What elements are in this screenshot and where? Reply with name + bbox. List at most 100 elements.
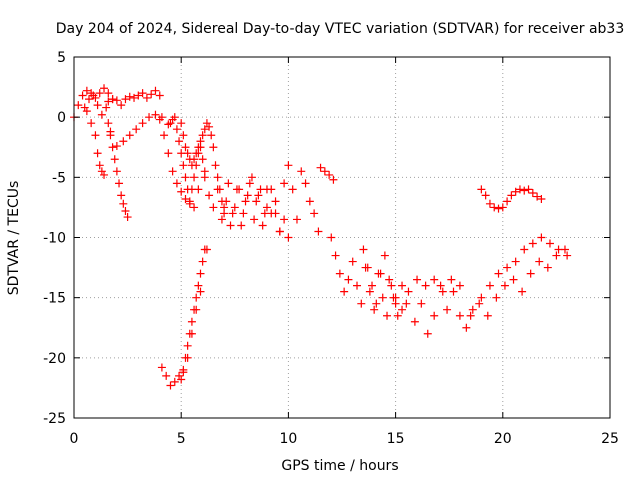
data-point: [275, 227, 284, 236]
data-point: [376, 269, 385, 278]
data-point: [166, 381, 175, 390]
series-arc-21: [477, 185, 546, 213]
data-point: [177, 187, 186, 196]
y-tick-label: -5: [52, 170, 66, 186]
data-point: [455, 281, 464, 290]
data-point: [198, 257, 207, 266]
data-point: [194, 281, 203, 290]
x-tick-label: 0: [70, 431, 79, 447]
data-point: [190, 173, 199, 182]
series-arc-20: [477, 233, 572, 302]
data-point: [138, 119, 147, 128]
data-point: [363, 263, 372, 272]
data-point: [117, 101, 126, 110]
data-point: [166, 119, 175, 128]
data-point: [125, 131, 134, 140]
data-point: [455, 311, 464, 320]
data-point: [151, 86, 160, 95]
data-point: [380, 251, 389, 260]
data-point: [112, 167, 121, 176]
data-point: [507, 191, 516, 200]
data-point: [554, 245, 563, 254]
series-arc-1: [70, 84, 117, 122]
data-point: [543, 263, 552, 272]
data-point: [314, 227, 323, 236]
data-point: [481, 191, 490, 200]
data-point: [490, 203, 499, 212]
data-point: [117, 191, 126, 200]
data-point: [185, 197, 194, 206]
data-point: [89, 91, 98, 100]
series-arc-10: [177, 119, 229, 218]
data-point: [310, 209, 319, 218]
data-point: [230, 203, 239, 212]
data-point: [183, 149, 192, 158]
data-point: [155, 115, 164, 124]
data-point: [413, 275, 422, 284]
data-point: [119, 199, 128, 208]
data-point: [132, 125, 141, 134]
data-point: [97, 167, 106, 176]
data-point: [110, 155, 119, 164]
y-tick-label: 5: [57, 50, 66, 66]
data-point: [423, 329, 432, 338]
data-point: [520, 186, 529, 195]
data-point: [329, 175, 338, 184]
data-point: [383, 311, 392, 320]
data-point: [205, 191, 214, 200]
data-point: [391, 293, 400, 302]
y-tick-label: -25: [43, 411, 66, 427]
data-point: [241, 197, 250, 206]
data-point: [325, 170, 334, 179]
data-point: [327, 233, 336, 242]
data-point: [82, 107, 91, 116]
y-axis-label: SDTVAR / TECUs: [6, 181, 22, 296]
x-tick-label: 25: [601, 431, 619, 447]
data-point: [181, 194, 190, 203]
data-point: [511, 187, 520, 196]
data-point: [353, 281, 362, 290]
data-point: [175, 137, 184, 146]
data-point: [280, 215, 289, 224]
data-point: [172, 125, 181, 134]
data-point: [226, 221, 235, 230]
data-point: [95, 161, 104, 170]
series-arc-12: [220, 179, 293, 242]
data-point: [183, 341, 192, 350]
data-point: [503, 263, 512, 272]
data-point: [177, 119, 186, 128]
data-point: [119, 137, 128, 146]
data-point: [181, 353, 190, 362]
data-point: [494, 269, 503, 278]
data-point: [436, 281, 445, 290]
data-point: [155, 91, 164, 100]
x-tick-label: 20: [494, 431, 512, 447]
data-point: [331, 251, 340, 260]
data-point: [196, 269, 205, 278]
data-point: [179, 161, 188, 170]
data-point: [220, 203, 229, 212]
data-point: [370, 305, 379, 314]
data-point: [190, 305, 199, 314]
series-arc-15: [327, 233, 400, 320]
data-point: [252, 197, 261, 206]
data-point: [121, 95, 130, 104]
data-point: [145, 113, 154, 122]
data-point: [106, 127, 115, 136]
data-point: [164, 149, 173, 158]
series-arc-3: [82, 107, 109, 179]
data-point: [258, 221, 267, 230]
data-point: [485, 199, 494, 208]
data-point: [100, 170, 109, 179]
data-point: [177, 375, 186, 384]
data-point: [205, 122, 214, 131]
data-point: [262, 203, 271, 212]
data-point: [160, 131, 169, 140]
data-point: [185, 329, 194, 338]
data-point: [524, 185, 533, 194]
data-point: [198, 155, 207, 164]
data-point: [466, 311, 475, 320]
data-point: [301, 179, 310, 188]
data-point: [112, 142, 121, 151]
